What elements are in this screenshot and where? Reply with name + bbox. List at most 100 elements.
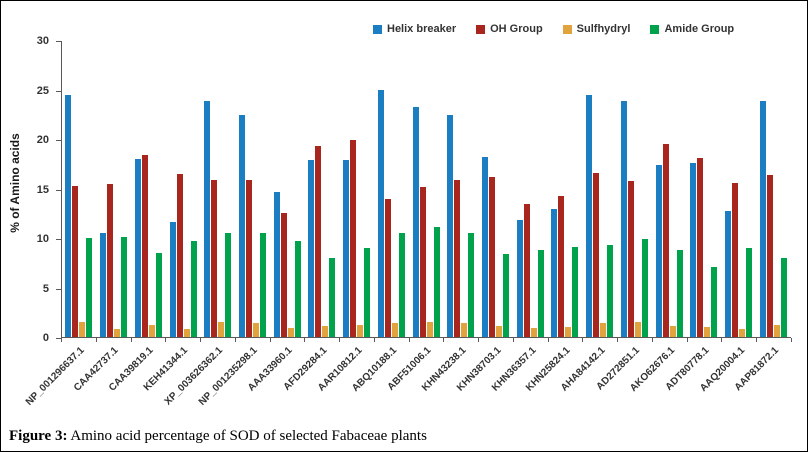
bar-helix-breaker [377, 89, 384, 337]
legend-swatch-icon [650, 24, 660, 34]
y-tick-mark [56, 239, 61, 240]
y-axis-title: % of Amino acids [8, 133, 22, 233]
bar-amide-group [86, 238, 93, 337]
bar-group [166, 41, 201, 337]
x-tick-mark [408, 338, 410, 342]
bar-group [62, 41, 97, 337]
bar-oh-group [419, 186, 426, 337]
bar-group [305, 41, 340, 337]
bar-amide-group [607, 244, 614, 337]
chart-region: Helix breaker OH Group Sulfhydryl Amide Gro… [1, 1, 807, 425]
bar-amide-group [225, 233, 232, 337]
bar-oh-group [211, 179, 218, 337]
bar-amide-group [502, 253, 509, 337]
x-tick-mark [339, 338, 341, 342]
x-tick-mark [651, 338, 653, 342]
bar-sulfhydryl [704, 327, 711, 337]
bar-sulfhydryl [739, 329, 746, 337]
y-tick-mark [56, 189, 61, 191]
bar-amide-group [537, 249, 544, 337]
x-tick-cell: AAP81872.1 [733, 341, 791, 421]
bar-amide-group [121, 237, 128, 337]
legend-label: Sulfhydryl [576, 23, 631, 35]
bar-helix-breaker [655, 164, 662, 337]
y-tick-label: 10 [36, 233, 49, 245]
x-tick-mark [61, 338, 62, 342]
bar-group [131, 41, 166, 337]
bar-helix-breaker [725, 211, 732, 337]
legend-label: Helix breaker [387, 23, 457, 35]
x-tick-mark [443, 338, 445, 342]
x-tick-mark [721, 338, 723, 342]
bar-oh-group [141, 154, 148, 337]
bar-oh-group [72, 185, 79, 337]
x-tick-mark [478, 338, 480, 342]
bar-amide-group [294, 241, 301, 337]
y-tick-label: 25 [36, 84, 49, 97]
legend-swatch-icon [562, 24, 572, 34]
bar-sulfhydryl [357, 325, 364, 337]
bar-group [374, 41, 409, 337]
plot-area [61, 41, 791, 338]
bar-group [270, 41, 305, 337]
bar-helix-breaker [134, 158, 141, 337]
bar-group [236, 41, 271, 337]
bar-oh-group [350, 140, 357, 337]
bar-amide-group [711, 266, 718, 337]
legend-swatch-icon [476, 24, 486, 34]
bar-oh-group [488, 176, 495, 337]
bar-oh-group [107, 183, 114, 337]
bar-sulfhydryl [391, 323, 398, 337]
bar-sulfhydryl [461, 323, 468, 337]
bar-helix-breaker [65, 95, 72, 337]
y-tick-label: 0 [42, 332, 49, 344]
bar-sulfhydryl [252, 323, 259, 337]
y-tick-mark [56, 288, 61, 290]
legend-item-amide-group: Amide Group [650, 23, 734, 35]
bar-group [618, 41, 653, 337]
bar-group [479, 41, 514, 337]
x-tick-label: NP_001296637.1 [23, 345, 87, 408]
bar-sulfhydryl [322, 326, 329, 337]
bar-group [409, 41, 444, 337]
bar-oh-group [766, 174, 773, 337]
bar-group [722, 41, 757, 337]
bar-helix-breaker [412, 107, 419, 337]
chart-legend: Helix breaker OH Group Sulfhydryl Amide Gro… [373, 23, 734, 35]
bar-helix-breaker [308, 159, 315, 337]
bar-helix-breaker [759, 101, 766, 337]
bar-amide-group [259, 233, 266, 337]
bar-amide-group [190, 241, 197, 337]
y-tick-label: 30 [36, 35, 49, 47]
x-tick-mark [95, 338, 97, 342]
bar-sulfhydryl [79, 322, 86, 337]
bar-oh-group [280, 213, 287, 337]
bar-amide-group [398, 233, 405, 337]
legend-item-oh-group: OH Group [476, 23, 543, 35]
bar-oh-group [245, 179, 252, 337]
bar-helix-breaker [343, 159, 350, 337]
legend-label: OH Group [490, 23, 543, 35]
bar-sulfhydryl [495, 326, 502, 337]
y-tick-mark [56, 90, 61, 92]
y-tick-mark [56, 338, 61, 339]
bar-helix-breaker [100, 233, 107, 337]
bar-helix-breaker [481, 156, 488, 337]
legend-item-helix-breaker: Helix breaker [373, 23, 456, 35]
bar-oh-group [697, 157, 704, 337]
y-tick-mark [56, 41, 61, 42]
bar-amide-group [155, 252, 162, 337]
bar-helix-breaker [586, 95, 593, 337]
bar-sulfhydryl [426, 322, 433, 337]
bar-sulfhydryl [287, 328, 294, 337]
figure-caption: Figure 3: Amino acid percentage of SOD o… [1, 424, 807, 451]
bar-sulfhydryl [183, 329, 190, 337]
legend-label: Amide Group [664, 23, 735, 35]
x-tick-mark [512, 338, 514, 342]
x-tick-mark [686, 338, 688, 342]
bar-group [201, 41, 236, 337]
y-axis: 0 5 10 15 20 25 30 [1, 35, 61, 344]
bar-oh-group [454, 179, 461, 337]
bar-group [548, 41, 583, 337]
bar-helix-breaker [620, 101, 627, 337]
